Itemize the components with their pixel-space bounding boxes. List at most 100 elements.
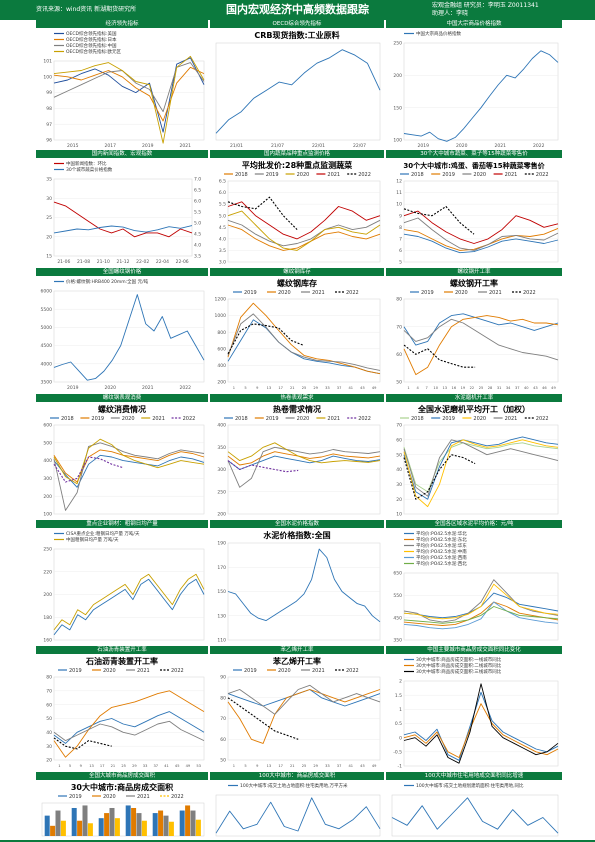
legend-label: 2022 — [171, 794, 184, 800]
legend-label: 2020 — [278, 668, 291, 674]
chart-panel: 30个大中城市:鸡蛋、番茄等15种蔬菜零售价 2018 2019 2020 2021 20… — [386, 158, 562, 266]
legend-label: 2019 — [244, 290, 257, 296]
y2-tick-label: 5.0 — [194, 221, 201, 227]
y-tick-label: 10 — [396, 202, 402, 208]
y-tick-label: 2 — [399, 679, 402, 685]
x-tick-label: 1 — [58, 764, 60, 768]
y-tick-label: 98 — [46, 106, 52, 112]
plot-area — [53, 424, 205, 515]
bar-mark — [168, 821, 174, 836]
x-tick-label: 22-06 — [176, 259, 189, 265]
y-tick-label: 350 — [217, 445, 226, 451]
chart-panel: 石油沥青装置开工率 2019 2020 2021 2022 80 70 60 50 40 30 20 1… — [36, 654, 208, 770]
y2-tick-label: 4.5 — [194, 232, 201, 238]
y-tick-label: 200 — [43, 592, 52, 598]
plot-area — [403, 180, 559, 263]
y-tick-label: 8 — [399, 225, 402, 231]
source-note: 资讯来源：wind资讯 新湖期货研究所 — [36, 6, 137, 13]
series-line — [403, 315, 559, 376]
series-line — [403, 691, 559, 761]
y2-tick-label: 7.0 — [194, 177, 201, 183]
series-line — [403, 210, 559, 244]
series-line — [53, 201, 193, 238]
y-tick-label: 60 — [396, 437, 402, 443]
legend-label: OECD综合领先指标:中国 — [66, 42, 117, 49]
y-tick-label: 80 — [396, 297, 402, 303]
x-tick-label: 33 — [143, 764, 148, 768]
plot-area — [215, 42, 381, 141]
x-tick-label: 43 — [533, 386, 538, 390]
y-tick-label: 3.0 — [219, 260, 226, 266]
y-tick-label: 5.5 — [219, 202, 226, 208]
chart-panel: 100大中城市:成交土地占地面积:住宅类用地,万平方米 — [210, 780, 384, 840]
chart-svg: CRB现货指数:工业原料 21/01 21/07 22/01 22/07 — [215, 30, 381, 149]
legend-label: 2020 — [103, 668, 116, 674]
x-tick-label: 21-08 — [77, 259, 90, 265]
legend-label: 平均价:PO42.5水泥:西北 — [416, 560, 467, 567]
y-tick-label: 4.5 — [219, 225, 226, 231]
x-tick-label: 31 — [497, 386, 502, 390]
x-tick-label: 2020 — [456, 143, 468, 149]
series-line — [215, 49, 381, 134]
plot-area — [227, 298, 381, 383]
author-info: 宏观金融组 研究员：李明玉 Z0011341 助理人：李晓 — [432, 2, 539, 18]
series-line — [53, 720, 205, 742]
x-tick-label: 1 — [233, 764, 235, 768]
x-tick-label: 40 — [524, 386, 529, 390]
chart-svg: 平均批发价:28种重点监测蔬菜 2018 2019 2020 2021 2022 6.5 6.… — [219, 160, 381, 266]
legend-label: 2020 — [278, 290, 291, 296]
legend-label: 平均价:PO42.5水泥:东北 — [416, 536, 467, 543]
legend-label: 平均价:PO42.5水泥:西南 — [416, 554, 467, 561]
x-tick-label: 28 — [488, 386, 493, 390]
chart-panel: CRB现货指数:工业原料 21/01 21/07 22/01 22/07 — [210, 28, 384, 150]
series-line — [227, 201, 381, 240]
series-line — [227, 313, 381, 371]
bar-mark — [104, 813, 110, 836]
x-tick-label: 45 — [360, 386, 365, 390]
x-tick-label: 33 — [325, 386, 330, 390]
chart-strip-title: 全国螺纹钢价格 — [36, 268, 208, 276]
x-tick-label: 7 — [425, 386, 427, 390]
legend-label: 中国新闻指数：环比 — [66, 160, 107, 167]
chart-svg: 螺纹钢开工率 2019 2020 2021 2022 80 70 60 50 1 4 7 10 13 16 1… — [396, 278, 559, 390]
x-tick-label: 9 — [256, 764, 259, 768]
chart-panel: 全国水泥磨机平均开工（加权） 2018 2019 2020 2021 2022 70 60 50… — [386, 402, 562, 518]
x-tick-label: 37 — [153, 764, 158, 768]
legend-label: 100大中城市:成交土地规划建筑面积:住宅类用地,同比 — [416, 782, 524, 789]
x-tick-label: 2019 — [418, 143, 430, 149]
bar-mark — [179, 810, 185, 836]
x-tick-label: 29 — [313, 764, 318, 768]
x-tick-label: 13 — [89, 764, 94, 768]
x-tick-label: 17 — [278, 764, 283, 768]
x-tick-label: 49 — [372, 386, 377, 390]
chart-strip-title: OECD综合领先指标 — [210, 20, 384, 28]
chart-panel: 价格:螺纹钢:HRB400 20mm:全国 元/吨 6000 5500 5000 450… — [36, 276, 208, 392]
legend-label: 2021 — [312, 290, 325, 296]
chart-strip-title: 100大中城市：商品房成交面积 — [210, 772, 384, 780]
chart-strip-title: 苯乙烯开工率 — [210, 646, 384, 654]
y-tick-label: 70 — [220, 716, 226, 722]
chart-panel: 水泥价格指数:全国 190 170 150 130 110 — [210, 528, 384, 644]
legend-label: 2018 — [411, 416, 424, 422]
legend-label: 中国大宗商品价格指数 — [416, 30, 461, 37]
x-tick-label: 2022 — [180, 385, 192, 391]
y-tick-label: 600 — [43, 423, 52, 429]
series-line — [53, 225, 193, 234]
series-line — [53, 442, 205, 511]
chart-svg: 全国水泥磨机平均开工（加权） 2018 2019 2020 2021 2022 70 60 50… — [396, 404, 559, 518]
legend-label: 平均价:PO42.5水泥:华东 — [416, 542, 467, 549]
y-tick-label: 4.0 — [219, 236, 226, 242]
x-tick-label: 21/07 — [271, 143, 284, 149]
chart-svg: 苯乙烯开工率 2019 2020 2021 2022 90 80 70 60 50 1 5 9 13 17 2… — [220, 656, 381, 768]
y-tick-label: 5000 — [41, 325, 53, 331]
series-line — [53, 55, 205, 144]
y-tick-label: 150 — [393, 105, 402, 111]
chart-panel: 螺纹消费情况 2018 2019 2020 2021 2022 600 500 400 300 20… — [36, 402, 208, 518]
y-tick-label: 160 — [43, 638, 52, 644]
series-line — [227, 210, 381, 251]
x-tick-label: 17 — [100, 764, 105, 768]
y-tick-label: 0 — [399, 735, 402, 741]
y-tick-label: -1 — [398, 764, 403, 770]
y-tick-label: 35 — [46, 177, 52, 183]
y-tick-label: 1000 — [215, 313, 227, 319]
